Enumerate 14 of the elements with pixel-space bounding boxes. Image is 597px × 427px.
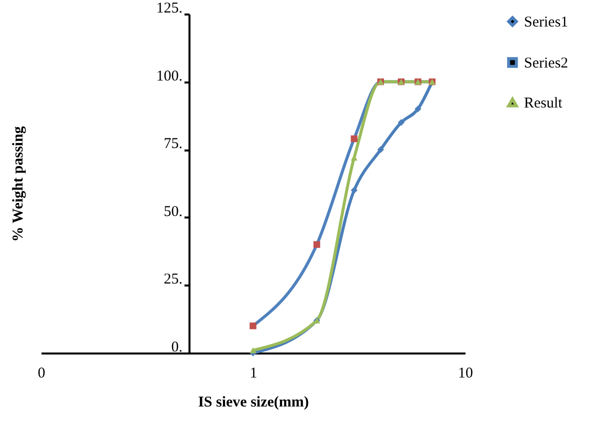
y-tick-label: 100.	[156, 68, 182, 84]
y-tick-label: 25.	[164, 272, 182, 288]
x-axis-title: IS sieve size(mm)	[198, 394, 309, 410]
x-tick-label: 0	[38, 366, 46, 382]
y-tick-label: 75.	[164, 136, 182, 152]
legend-label: Result	[524, 96, 564, 112]
legend-label: Series1	[524, 14, 568, 30]
y-tick-label: 0.	[171, 340, 182, 356]
x-tick-label: 10	[458, 366, 473, 382]
y-tick-label: 125.	[156, 0, 182, 16]
x-tick-label: 1	[250, 366, 258, 382]
y-axis-title: % Weight passing	[10, 126, 26, 242]
legend-label: Series2	[524, 56, 568, 72]
y-tick-label: 50.	[164, 204, 182, 220]
